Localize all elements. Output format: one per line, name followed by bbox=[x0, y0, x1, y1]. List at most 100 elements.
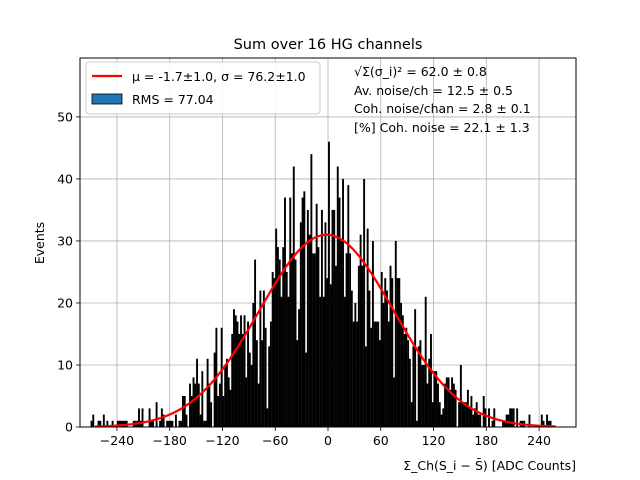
histogram-bin bbox=[372, 241, 374, 427]
histogram-bin bbox=[356, 322, 358, 427]
histogram-bin bbox=[340, 241, 342, 427]
x-tick-label: −60 bbox=[262, 433, 288, 448]
histogram-bin bbox=[194, 384, 196, 427]
histogram-bin bbox=[288, 297, 290, 427]
histogram-bin bbox=[332, 210, 334, 427]
histogram-bin bbox=[317, 247, 319, 427]
histogram-bin bbox=[434, 371, 436, 427]
histogram-bin bbox=[228, 377, 230, 427]
histogram-bin bbox=[412, 346, 414, 427]
histogram-bin bbox=[240, 315, 242, 427]
y-tick-label: 0 bbox=[65, 420, 73, 435]
histogram-bin bbox=[483, 396, 485, 427]
histogram-bin bbox=[258, 384, 260, 427]
histogram-bin bbox=[478, 415, 480, 427]
histogram-bin bbox=[237, 322, 239, 427]
histogram-bin bbox=[224, 365, 226, 427]
histogram-bin bbox=[467, 390, 469, 427]
histogram-bin bbox=[282, 247, 284, 427]
histogram-bin bbox=[286, 272, 288, 427]
annotation-coherent-noise-percent: [%] Coh. noise = 22.1 ± 1.3 bbox=[354, 120, 530, 135]
histogram-bin bbox=[270, 322, 272, 427]
histogram-bin bbox=[444, 384, 446, 427]
histogram-bin bbox=[354, 303, 356, 427]
histogram-bin bbox=[175, 415, 177, 427]
histogram-bin bbox=[411, 402, 413, 427]
histogram-bin bbox=[414, 309, 416, 427]
histogram-bin bbox=[184, 396, 186, 427]
histogram-bin bbox=[256, 340, 258, 427]
histogram-bin bbox=[251, 365, 253, 427]
histogram-bin bbox=[91, 421, 93, 427]
histogram-bin bbox=[390, 266, 392, 427]
histogram-bin bbox=[397, 278, 399, 427]
histogram-bin bbox=[295, 260, 297, 427]
histogram-bin bbox=[441, 415, 443, 427]
y-tick-label: 20 bbox=[57, 295, 73, 310]
histogram-bin bbox=[235, 315, 237, 427]
histogram-bin bbox=[333, 210, 335, 427]
histogram-bin bbox=[168, 421, 170, 427]
histogram-bin bbox=[238, 334, 240, 427]
y-tick-label: 10 bbox=[57, 357, 73, 372]
histogram-bin bbox=[142, 408, 144, 427]
histogram-bin bbox=[226, 359, 228, 427]
x-tick-label: −240 bbox=[100, 433, 134, 448]
histogram-bin bbox=[309, 235, 311, 427]
histogram-bin bbox=[196, 359, 198, 427]
histogram-bin bbox=[335, 266, 337, 427]
histogram-bin bbox=[186, 415, 188, 427]
histogram-bin bbox=[479, 415, 481, 427]
histogram-bin bbox=[263, 291, 265, 427]
y-tick-label: 30 bbox=[57, 233, 73, 248]
histogram-bin bbox=[296, 340, 298, 427]
histogram-bin bbox=[200, 415, 202, 427]
histogram-bin bbox=[303, 191, 305, 427]
histogram-bin bbox=[439, 402, 441, 427]
histogram-bin bbox=[323, 297, 325, 427]
histogram-bin bbox=[351, 291, 353, 427]
histogram-bin bbox=[446, 377, 448, 427]
histogram-bin bbox=[170, 421, 172, 427]
histogram-bin bbox=[302, 198, 304, 427]
histogram-bin bbox=[375, 322, 377, 427]
histogram-bin bbox=[284, 198, 286, 427]
histogram-bin bbox=[273, 278, 275, 427]
legend-rms-swatch bbox=[92, 94, 122, 104]
histogram-bin bbox=[210, 402, 212, 427]
histogram-bin bbox=[404, 334, 406, 427]
histogram-bin bbox=[314, 253, 316, 427]
histogram-bin bbox=[275, 229, 277, 427]
histogram-bin bbox=[421, 365, 423, 427]
histogram-bin bbox=[156, 402, 158, 427]
histogram-bin bbox=[244, 315, 246, 427]
histogram-bin bbox=[393, 377, 395, 427]
x-tick-label: −180 bbox=[153, 433, 187, 448]
histogram-bin bbox=[342, 179, 344, 427]
histogram-bin bbox=[281, 297, 283, 427]
histogram-bin bbox=[453, 384, 455, 427]
histogram-bin bbox=[230, 390, 232, 427]
histogram-bin bbox=[222, 396, 224, 427]
histogram-bin bbox=[349, 253, 351, 427]
histogram-bin bbox=[353, 322, 355, 427]
histogram-bin bbox=[437, 384, 439, 427]
histogram-bin bbox=[180, 421, 182, 427]
histogram-bin bbox=[509, 408, 511, 427]
histogram-bin bbox=[485, 408, 487, 427]
histogram-bin bbox=[221, 328, 223, 427]
histogram-bin bbox=[469, 408, 471, 427]
histogram-bin bbox=[171, 421, 173, 427]
histogram-bin bbox=[383, 303, 385, 427]
histogram-bin bbox=[205, 421, 207, 427]
histogram-bin bbox=[347, 185, 349, 427]
histogram-bin bbox=[409, 359, 411, 427]
annotation-quadrature-noise: √Σ(σ_i)² = 62.0 ± 0.8 bbox=[354, 64, 487, 79]
histogram-bin bbox=[305, 353, 307, 427]
histogram-bin bbox=[291, 253, 293, 427]
histogram-bin bbox=[268, 346, 270, 427]
histogram-bin bbox=[149, 408, 151, 427]
histogram-bin bbox=[266, 408, 268, 427]
histogram-bin bbox=[449, 390, 451, 427]
